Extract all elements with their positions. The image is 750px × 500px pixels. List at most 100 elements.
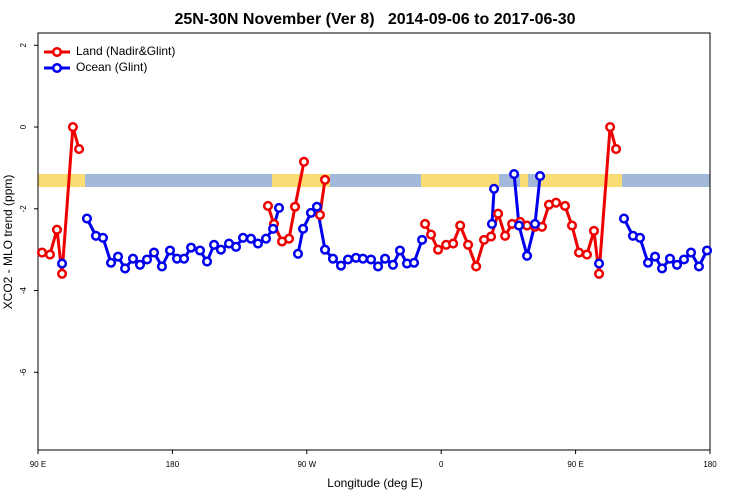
data-point xyxy=(425,229,437,240)
data-point xyxy=(529,218,541,229)
data-point xyxy=(97,232,109,243)
data-point xyxy=(305,207,317,218)
data-point xyxy=(74,144,85,155)
data-point xyxy=(634,232,646,243)
data-point xyxy=(178,253,190,264)
chart-title: 25N-30N November (Ver 8) 2014-09-06 to 2… xyxy=(174,11,575,28)
x-tick-label: 90 W xyxy=(297,460,316,469)
land-strip xyxy=(421,174,499,187)
data-point xyxy=(611,144,622,155)
data-point xyxy=(164,245,176,256)
data-point xyxy=(605,121,616,133)
data-point xyxy=(559,200,571,211)
map-strip xyxy=(38,174,710,187)
legend-marker xyxy=(51,46,63,58)
data-point xyxy=(141,254,153,265)
data-point xyxy=(311,201,323,212)
data-point xyxy=(327,253,338,264)
data-point xyxy=(283,233,295,244)
data-point xyxy=(417,234,428,245)
data-point xyxy=(593,268,605,279)
y-tick-label: -2 xyxy=(19,205,28,213)
legend-marker xyxy=(51,62,63,74)
data-point xyxy=(455,220,466,231)
data-point xyxy=(335,260,347,271)
data-point xyxy=(664,253,676,264)
data-point xyxy=(581,249,592,260)
data-point xyxy=(120,263,131,274)
data-point xyxy=(471,261,482,272)
data-point xyxy=(156,261,167,272)
data-point xyxy=(522,250,533,261)
x-tick-label: 0 xyxy=(439,460,444,469)
data-point xyxy=(201,256,213,267)
data-point xyxy=(489,183,500,194)
data-point xyxy=(657,263,668,274)
land-strip xyxy=(38,174,85,187)
data-point xyxy=(262,200,274,211)
data-point xyxy=(685,247,697,258)
land-strip xyxy=(520,174,528,187)
data-point xyxy=(292,248,304,259)
data-point xyxy=(67,121,78,133)
data-point xyxy=(365,254,377,265)
data-point xyxy=(81,213,93,224)
data-point xyxy=(693,261,704,272)
data-point xyxy=(573,247,585,258)
data-point xyxy=(289,201,301,212)
data-point xyxy=(448,238,459,249)
legend-label: Land (Nadir&Glint) xyxy=(76,44,175,58)
data-point xyxy=(671,259,683,270)
data-point xyxy=(394,245,406,256)
x-tick-label: 180 xyxy=(703,460,717,469)
data-point xyxy=(245,233,256,244)
data-point xyxy=(649,251,661,262)
data-point xyxy=(387,259,399,270)
x-tick-label: 180 xyxy=(166,460,180,469)
data-point xyxy=(298,223,309,234)
data-point xyxy=(420,218,431,229)
data-point xyxy=(148,247,160,258)
data-point xyxy=(36,247,48,258)
data-point xyxy=(408,257,420,268)
data-point xyxy=(486,218,498,229)
data-point xyxy=(357,253,368,264)
x-tick-label: 90 E xyxy=(567,460,583,469)
data-point xyxy=(215,244,226,255)
data-point xyxy=(230,241,242,252)
data-point xyxy=(319,244,331,255)
data-point xyxy=(433,244,444,255)
data-point xyxy=(273,202,285,214)
data-point xyxy=(678,254,690,265)
data-point xyxy=(51,224,63,235)
data-point xyxy=(112,251,124,262)
data-point xyxy=(550,197,562,208)
data-point xyxy=(268,223,279,234)
y-tick-label: 0 xyxy=(19,124,28,129)
data-point xyxy=(56,268,68,279)
data-point xyxy=(252,238,264,249)
legend-label: Ocean (Glint) xyxy=(76,60,147,74)
data-point xyxy=(509,168,520,180)
data-point xyxy=(237,232,249,243)
data-point xyxy=(56,258,68,269)
data-point xyxy=(134,259,146,270)
plot-frame xyxy=(37,32,711,451)
data-point xyxy=(500,230,511,241)
data-point xyxy=(380,253,391,264)
y-tick-label: -4 xyxy=(19,286,28,294)
data-point xyxy=(522,220,533,231)
data-point xyxy=(127,253,139,264)
land-strip xyxy=(540,174,622,187)
data-point xyxy=(186,242,197,253)
data-point xyxy=(342,254,354,265)
y-tick-label: 2 xyxy=(19,42,28,47)
data-point xyxy=(486,231,497,242)
data-point xyxy=(105,257,117,268)
y-axis-label: XCO2 - MLO trend (ppm) xyxy=(1,175,15,310)
data-point xyxy=(588,225,600,236)
data-point xyxy=(463,239,474,250)
data-point xyxy=(209,239,220,250)
data-point xyxy=(701,245,713,256)
